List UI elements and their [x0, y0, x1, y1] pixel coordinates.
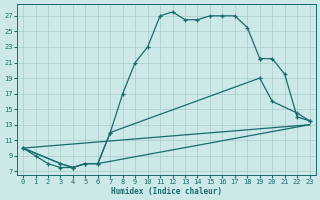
X-axis label: Humidex (Indice chaleur): Humidex (Indice chaleur): [111, 187, 222, 196]
